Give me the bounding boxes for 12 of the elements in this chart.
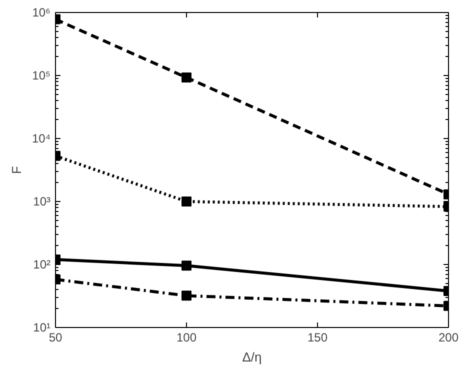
y-tick-label: 10³ <box>33 194 51 208</box>
x-tick-label: 50 <box>48 330 62 344</box>
x-axis-title: Δ/η <box>242 350 262 364</box>
x-tick-label: 200 <box>438 330 459 344</box>
y-tick-label: 10⁵ <box>32 68 51 82</box>
y-tick-label: 10¹ <box>33 320 51 334</box>
y-tick-label: 10⁴ <box>32 132 51 146</box>
x-tick-label: 150 <box>307 330 328 344</box>
y-axis-title: F <box>8 166 24 174</box>
x-tick-label: 100 <box>176 330 197 344</box>
y-tick-label: 10⁶ <box>32 6 51 20</box>
y-tick-label: 10² <box>33 258 51 272</box>
